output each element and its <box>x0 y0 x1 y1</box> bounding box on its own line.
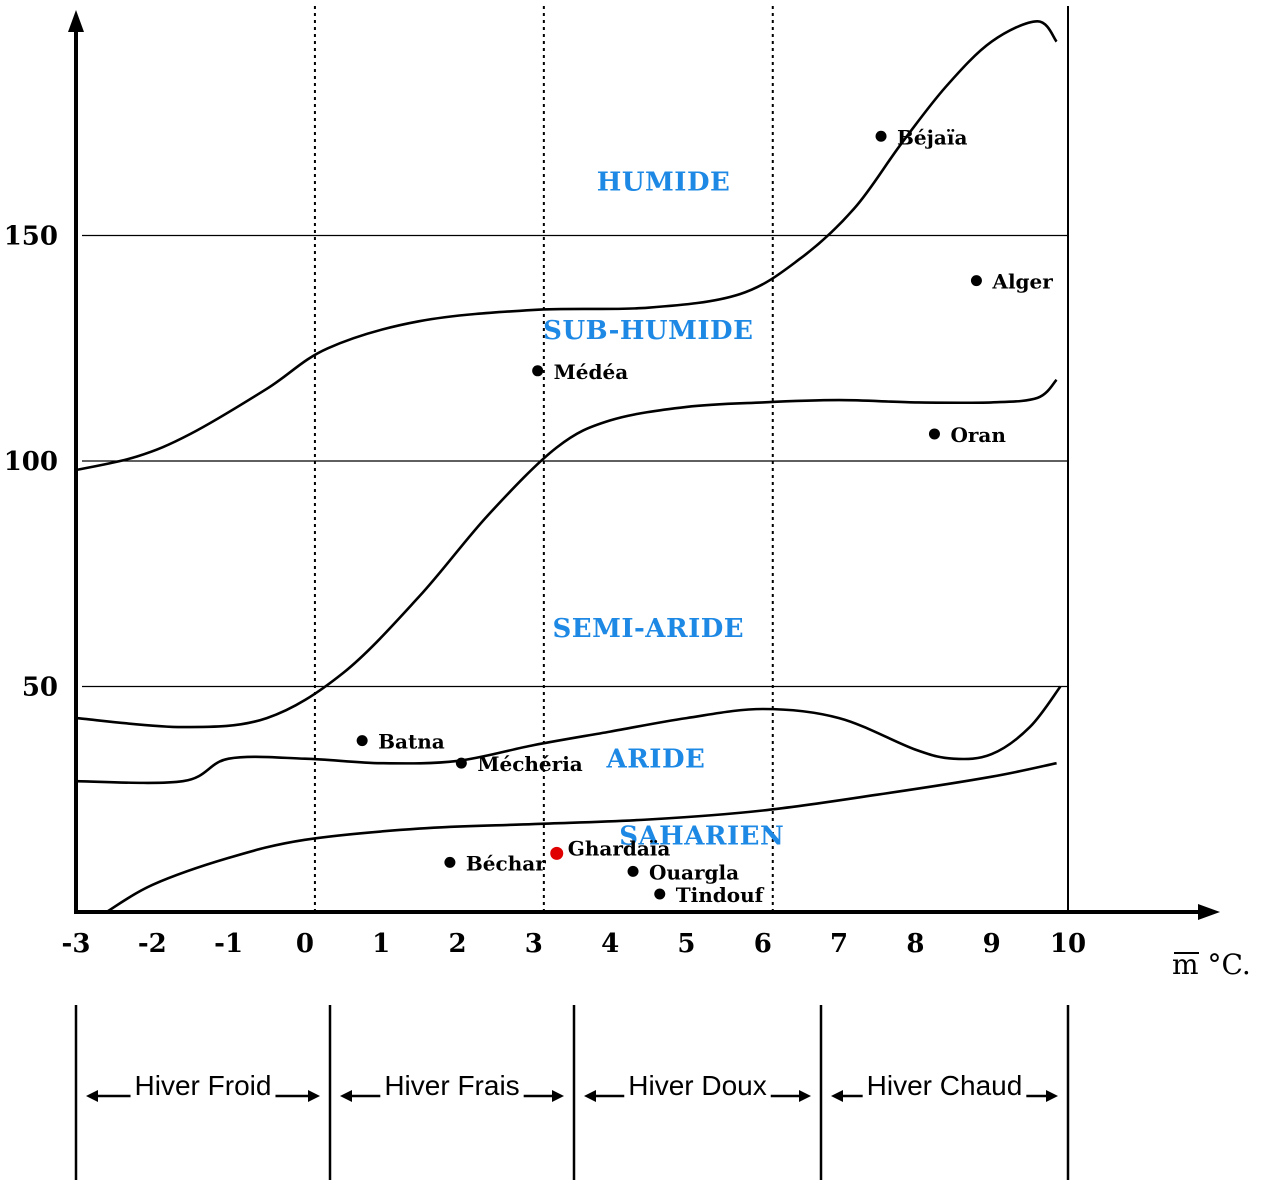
period-4: Hiver Chaud <box>831 1070 1058 1102</box>
zone-boundary-curve <box>75 685 1062 785</box>
station-label: Médéa <box>554 360 629 384</box>
station-point <box>532 365 544 377</box>
x-tick-label: 0 <box>296 929 314 959</box>
zone-boundary-curve <box>75 378 1058 729</box>
x-axis-label: m °C. <box>1172 948 1251 981</box>
station-point <box>875 130 887 142</box>
right-arrow-icon <box>308 1090 320 1102</box>
period-1: Hiver Froid <box>86 1070 320 1102</box>
left-arrow-icon <box>340 1090 352 1102</box>
x-tick-label: 9 <box>983 929 1001 959</box>
station-label: Alger <box>991 270 1053 294</box>
zone-label: SEMI-ARIDE <box>552 614 744 644</box>
x-tick-label: 7 <box>830 929 848 959</box>
station-point <box>444 856 456 868</box>
zone-label: SUB-HUMIDE <box>543 316 753 346</box>
period-2: Hiver Frais <box>340 1070 564 1102</box>
zone-labels: HUMIDE SUB-HUMIDE SEMI-ARIDE ARIDE SAHARIEN <box>543 167 784 851</box>
station-point <box>455 757 467 769</box>
station-label: Tindouf <box>676 883 765 907</box>
zone-label: SAHARIEN <box>619 821 784 851</box>
y-tick-label: 100 <box>4 447 58 477</box>
station-point <box>627 865 639 877</box>
station-label: Batna <box>378 730 445 754</box>
right-arrow-icon <box>1046 1090 1058 1102</box>
x-tick-label: 1 <box>372 929 390 959</box>
station-label: Béchar <box>466 851 546 875</box>
x-tick-label: 3 <box>525 929 543 959</box>
station-label: Méchéria <box>477 752 582 776</box>
y-axis-arrow-icon <box>68 10 84 32</box>
period-label: Hiver Chaud <box>867 1070 1023 1101</box>
x-tick-label: 2 <box>448 929 466 959</box>
x-tick-label: -3 <box>62 929 91 959</box>
station-point <box>550 846 564 860</box>
zone-boundaries <box>75 19 1062 914</box>
stations: Béjaïa Alger Médéa Oran Batna Méchéria Béchar G… <box>356 125 1053 907</box>
x-tick-label: 6 <box>754 929 772 959</box>
zone-boundary-curve <box>75 19 1058 472</box>
station-label: Oran <box>950 423 1006 447</box>
winter-periods: Hiver Froid Hiver Frais Hiver Doux Hiver Ch… <box>74 1005 1070 1180</box>
station-point <box>928 428 940 440</box>
zone-boundary-curve <box>105 761 1057 914</box>
period-label: Hiver Froid <box>135 1070 272 1101</box>
tick-labels: 50 100 150 -3 -2 -1 0 1 2 3 4 5 6 7 8 9 10 <box>4 222 1086 960</box>
x-axis-arrow-icon <box>1198 904 1220 920</box>
period-label: Hiver Frais <box>384 1070 519 1101</box>
axes <box>68 6 1220 920</box>
station-point <box>356 735 368 747</box>
period-3: Hiver Doux <box>584 1070 811 1102</box>
left-arrow-icon <box>86 1090 98 1102</box>
zone-label: HUMIDE <box>597 167 731 197</box>
y-tick-label: 150 <box>4 222 58 252</box>
x-tick-label: 8 <box>906 929 924 959</box>
station-label: Béjaïa <box>897 125 967 149</box>
gridlines <box>82 234 1068 688</box>
y-tick-label: 50 <box>22 673 58 703</box>
station-point <box>970 275 982 287</box>
period-label: Hiver Doux <box>628 1070 766 1101</box>
station-label: Ouargla <box>649 860 739 884</box>
x-tick-label: 4 <box>601 929 619 959</box>
station-point <box>654 888 666 900</box>
zone-label: ARIDE <box>606 745 706 775</box>
x-tick-label: -2 <box>138 929 167 959</box>
right-arrow-icon <box>799 1090 811 1102</box>
x-tick-label: 10 <box>1050 929 1086 959</box>
x-tick-label: 5 <box>677 929 695 959</box>
x-tick-label: -1 <box>214 929 243 959</box>
left-arrow-icon <box>831 1090 843 1102</box>
station-label: Ghardaïa <box>568 836 671 860</box>
left-arrow-icon <box>584 1090 596 1102</box>
right-arrow-icon <box>552 1090 564 1102</box>
